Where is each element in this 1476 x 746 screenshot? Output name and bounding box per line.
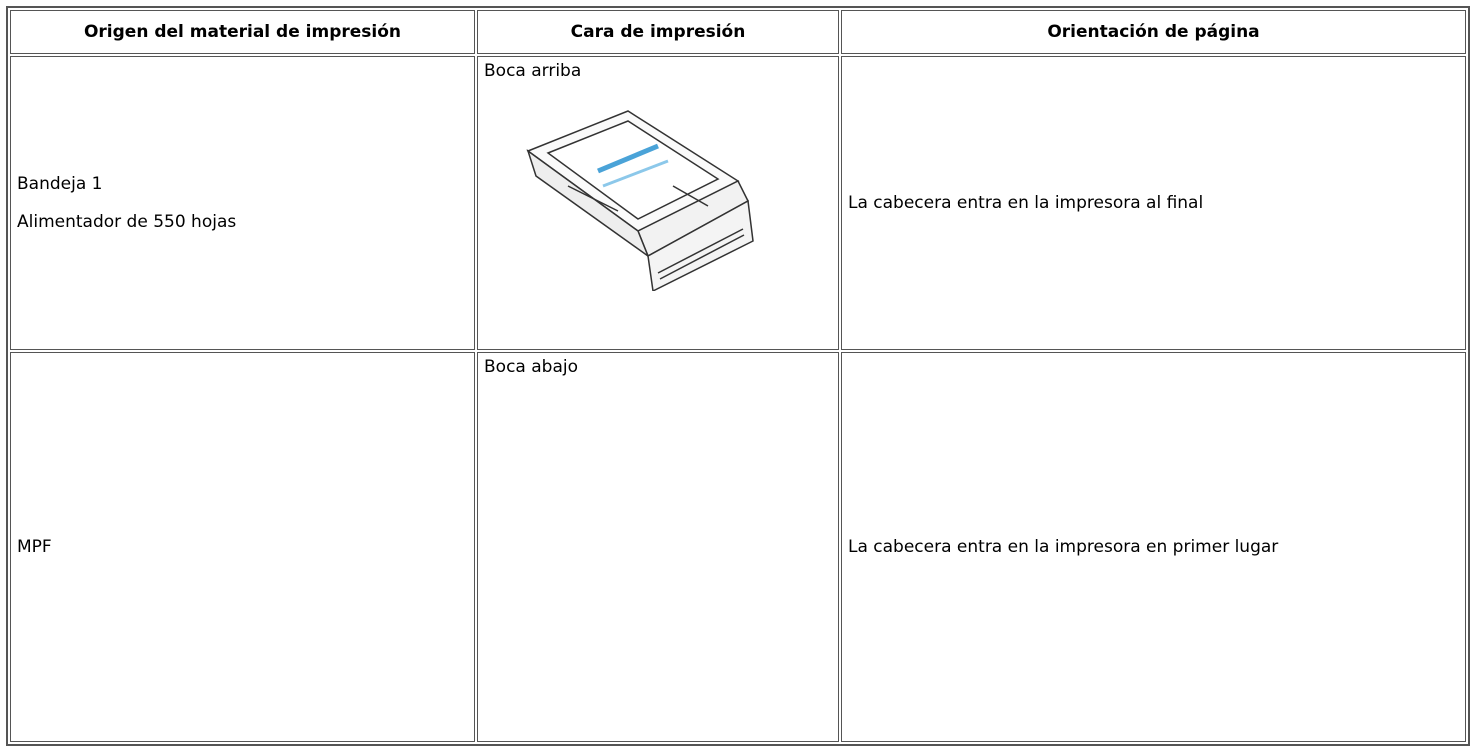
cell: La cabecera entra en la impresora al fin…: [841, 56, 1466, 350]
cell-text: MPF: [17, 537, 52, 557]
row: MPF Boca abajo La cabecera entra en la i…: [10, 352, 1466, 742]
cell: Bandeja 1 Alimentador de 550 hojas: [10, 56, 475, 350]
cell: La cabecera entra en la impresora en pri…: [841, 352, 1466, 742]
cell-text: Alimentador de 550 hojas: [17, 212, 237, 232]
tray-illustration: [526, 110, 754, 291]
header-cell: Cara de impresión: [477, 10, 839, 54]
page: Origen del material de impresión Cara de…: [6, 6, 1470, 746]
cell-text: Bandeja 1: [17, 174, 103, 194]
row: Bandeja 1 Alimentador de 550 hojas Boca …: [10, 56, 1466, 350]
cell-text: La cabecera entra en la impresora en pri…: [848, 537, 1279, 557]
cell-text: La cabecera entra en la impresora al fin…: [848, 193, 1204, 213]
cell: MPF: [10, 352, 475, 742]
table: Origen del material de impresión Cara de…: [6, 6, 1470, 746]
cell-text: Boca abajo: [484, 357, 578, 377]
header-row: Origen del material de impresión Cara de…: [10, 10, 1466, 54]
cell: Boca abajo: [477, 352, 839, 742]
cell: Boca arriba: [477, 56, 839, 350]
header-cell: Orientación de página: [841, 10, 1466, 54]
cell-text: Boca arriba: [484, 61, 582, 81]
header-cell: Origen del material de impresión: [10, 10, 475, 54]
